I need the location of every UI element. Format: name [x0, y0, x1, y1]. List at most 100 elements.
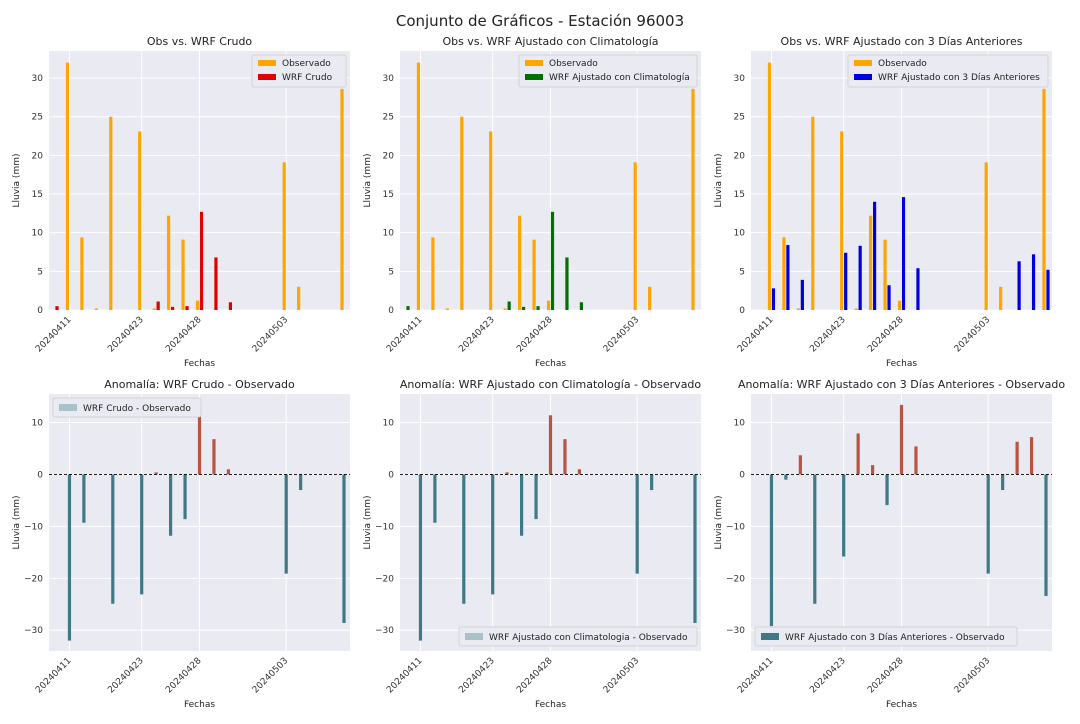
bar-observado — [796, 308, 800, 310]
bar-wrf — [228, 302, 232, 310]
chart-title: Obs vs. WRF Ajustado con 3 Días Anterior… — [781, 35, 1023, 48]
bar-anomaly-positive — [1029, 437, 1034, 475]
bar-wrf — [858, 245, 862, 310]
bar-anomaly-negative — [784, 474, 788, 480]
legend-entry: WRF Ajustado con Climatología — [549, 73, 690, 83]
y-axis-label: Lluvia (mm) — [714, 154, 724, 208]
y-tick-label: 10 — [383, 419, 395, 429]
chart-title: Anomalía: WRF Ajustado con 3 Días Anteri… — [738, 378, 1065, 391]
y-tick-label: 5 — [388, 267, 394, 277]
legend-swatch — [761, 633, 779, 640]
legend-swatch — [59, 404, 77, 411]
bar-wrf — [887, 285, 891, 310]
bar-observado — [431, 237, 435, 310]
legend-swatch — [854, 74, 872, 80]
bar-anomaly-positive — [856, 433, 860, 475]
bar-anomaly-negative — [491, 474, 495, 595]
bar-wrf — [522, 306, 526, 310]
chart-title: Anomalía: WRF Crudo - Observado — [104, 378, 295, 391]
bar-observado — [883, 239, 887, 310]
legend-box — [458, 626, 698, 647]
y-tick-label: −10 — [24, 522, 43, 532]
y-tick-label: −10 — [726, 522, 745, 532]
legend-swatch — [258, 60, 276, 66]
bar-anomaly-negative — [299, 474, 303, 491]
chart-title: Obs vs. WRF Crudo — [147, 35, 253, 48]
bar-anomaly-positive — [197, 415, 202, 475]
bar-anomaly-positive — [226, 469, 230, 475]
bar-wrf — [406, 306, 410, 310]
bar-observado — [138, 131, 142, 310]
bar-anomaly-negative — [1044, 474, 1048, 596]
bar-wrf — [1031, 254, 1036, 310]
y-tick-label: 25 — [383, 113, 394, 123]
bar-observado — [691, 88, 695, 311]
legend-swatch — [465, 633, 483, 640]
bar-observado — [633, 162, 637, 310]
bar-observado — [416, 62, 421, 310]
bar-observado — [297, 286, 301, 310]
y-tick-label: 0 — [37, 470, 43, 480]
y-tick-label: 10 — [32, 419, 44, 429]
legend-swatch — [258, 74, 276, 80]
figure-title: Conjunto de Gráficos - Estación 96003 — [396, 12, 684, 30]
legend-entry: WRF Crudo - Observado — [83, 404, 191, 414]
bar-wrf — [800, 279, 804, 310]
bar-observado — [782, 237, 786, 310]
y-tick-label: 30 — [32, 74, 44, 84]
bar-wrf — [873, 201, 877, 310]
y-tick-label: −30 — [24, 626, 43, 636]
bar-observado — [167, 215, 171, 310]
bar-anomaly-negative — [82, 474, 86, 523]
legend-swatch — [525, 74, 543, 80]
bar-anomaly-positive — [871, 465, 875, 475]
bar-anomaly-negative — [635, 474, 639, 574]
legend-entry: WRF Ajustado con 3 Días Anteriores — [878, 73, 1040, 83]
x-axis-label: Fechas — [535, 359, 566, 369]
y-tick-label: 25 — [32, 113, 43, 123]
bar-wrf — [844, 252, 848, 310]
bar-observado — [854, 308, 858, 310]
x-axis-label: Fechas — [184, 359, 215, 369]
bar-anomaly-negative — [433, 474, 437, 523]
legend-box — [52, 397, 202, 418]
bar-observado — [340, 88, 344, 311]
bar-wrf — [156, 301, 160, 310]
y-tick-label: 30 — [383, 74, 395, 84]
bar-observado — [195, 300, 200, 310]
x-axis-label: Fechas — [184, 700, 215, 710]
bar-observado — [460, 116, 464, 310]
y-tick-label: −30 — [726, 626, 745, 636]
legend-entry: Observado — [282, 59, 331, 69]
y-tick-label: 20 — [32, 151, 44, 161]
legend-box — [754, 626, 1018, 647]
legend-box — [518, 54, 698, 88]
bar-observado — [546, 300, 551, 310]
bar-anomaly-positive — [899, 404, 904, 475]
y-axis-label: Lluvia (mm) — [12, 154, 22, 208]
x-axis-label: Fechas — [886, 359, 917, 369]
bar-wrf — [55, 306, 59, 310]
y-tick-label: 20 — [734, 151, 746, 161]
bar-observado — [532, 239, 536, 310]
bar-wrf — [536, 306, 540, 310]
bar-anomaly-positive — [1015, 441, 1019, 475]
y-tick-label: 20 — [383, 151, 395, 161]
bar-anomaly-negative — [1001, 474, 1005, 491]
bar-observado — [840, 131, 844, 310]
bar-observado — [897, 300, 902, 310]
legend-swatch — [525, 60, 543, 66]
y-tick-label: 0 — [388, 306, 394, 316]
bar-anomaly-negative — [650, 474, 654, 491]
bar-observado — [152, 308, 156, 310]
bar-wrf — [916, 268, 920, 310]
y-tick-label: 5 — [739, 267, 745, 277]
bar-observado — [65, 62, 70, 310]
bar-wrf — [171, 306, 175, 310]
bar-wrf — [1046, 269, 1050, 310]
bar-anomaly-positive — [505, 472, 509, 475]
y-axis-label: Lluvia (mm) — [363, 496, 373, 550]
bar-anomaly-positive — [154, 472, 158, 475]
y-tick-label: −20 — [726, 574, 745, 584]
